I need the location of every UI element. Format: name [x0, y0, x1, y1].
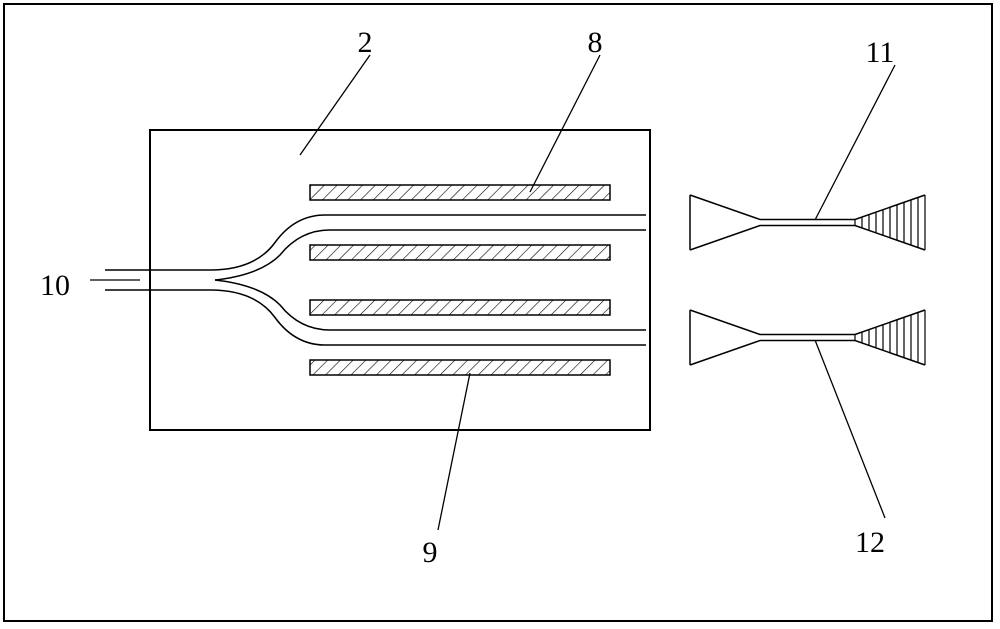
electrode-1 [310, 245, 610, 260]
electrode-2 [310, 300, 610, 315]
label-12: 12 [855, 526, 885, 559]
label-8: 8 [588, 26, 603, 59]
label-10: 10 [40, 269, 70, 302]
label-9: 9 [423, 536, 438, 569]
electrode-3 [310, 360, 610, 375]
electrode-0 [310, 185, 610, 200]
label-2: 2 [358, 26, 373, 59]
label-11: 11 [866, 36, 895, 69]
